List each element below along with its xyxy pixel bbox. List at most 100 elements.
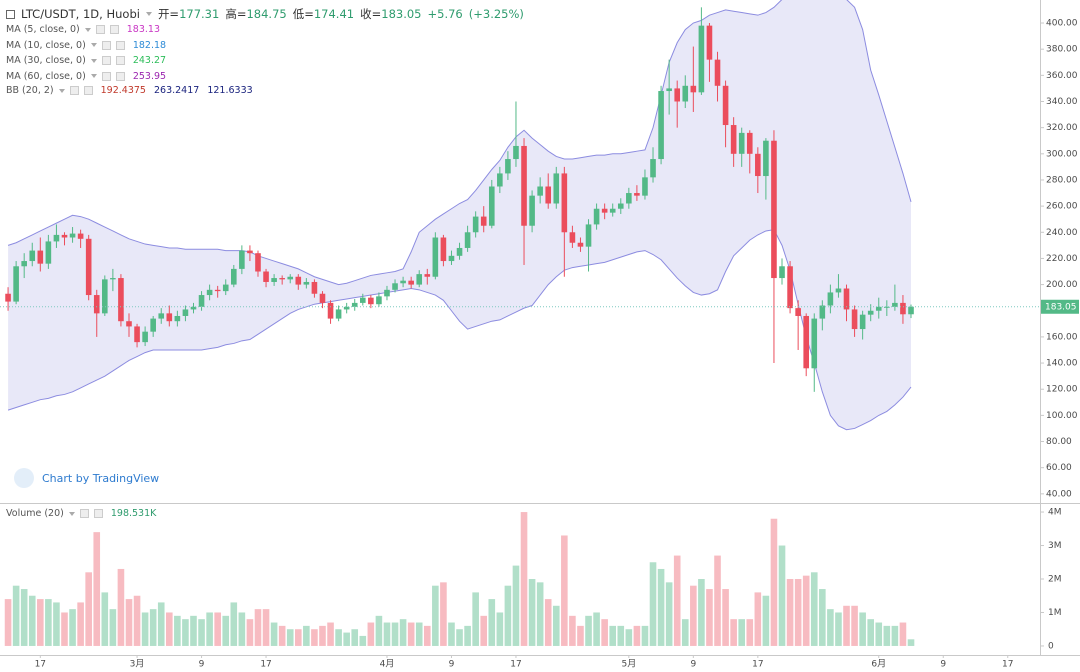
candle-body [617, 203, 624, 209]
candle-body [134, 326, 140, 343]
volume-bar [423, 625, 431, 646]
indicator-name[interactable]: BB (20, 2) [6, 85, 54, 96]
candle-body [706, 25, 713, 60]
symbol-header: LTC/USDT, 1D, Huobi 开=177.31 高=184.75 低=17… [6, 6, 524, 22]
settings-icon[interactable] [101, 40, 111, 50]
volume-bar [520, 512, 528, 646]
volume-bar [238, 612, 246, 646]
indicator-caret[interactable] [58, 88, 65, 93]
volume-bar [617, 625, 625, 646]
symbol[interactable]: LTC/USDT, 1D, Huobi [21, 7, 140, 21]
candle-body [247, 250, 253, 254]
volume-bar [698, 579, 705, 646]
bollinger-upper [7, 0, 912, 286]
candle-body [875, 306, 882, 311]
volume-bar [681, 619, 689, 646]
indicator-caret[interactable] [90, 43, 97, 47]
indicator-legend: MA (5, close, 0) 183.13 [6, 24, 160, 35]
volume-bar [883, 625, 891, 646]
volume-tick-label: 3M [1048, 541, 1062, 551]
candle-body [593, 208, 600, 225]
ohlc-label: 高= [225, 7, 247, 21]
volume-bar [512, 565, 520, 646]
collapse-icon[interactable] [6, 9, 15, 19]
volume-bar [327, 622, 334, 646]
volume-tick-label: 2M [1048, 575, 1062, 585]
candle-body [239, 250, 245, 269]
volume-bar [109, 609, 117, 646]
candle-body [440, 237, 447, 262]
remove-icon[interactable] [109, 25, 119, 34]
candle-body [432, 237, 439, 277]
volume-bar [319, 625, 326, 646]
indicator-caret[interactable] [84, 27, 91, 32]
candle-body [690, 85, 697, 93]
y-tick-label: 120.00 [1046, 385, 1078, 395]
indicator-caret[interactable] [68, 511, 75, 516]
x-tick-label: 9 [199, 660, 205, 670]
volume-bar [593, 612, 600, 646]
watermark-text[interactable]: Chart by TradingView [42, 471, 160, 485]
candle-body [658, 91, 664, 160]
remove-icon[interactable] [93, 509, 103, 518]
indicator-name[interactable]: MA (10, close, 0) [6, 39, 86, 51]
x-tick-label: 17 [35, 660, 46, 670]
indicator-name[interactable]: Volume (20) [6, 508, 64, 519]
volume-bar [448, 622, 455, 646]
indicator-name[interactable]: MA (5, close, 0) [6, 24, 80, 35]
volume-bar [399, 619, 407, 646]
candle-body [513, 145, 519, 160]
remove-icon[interactable] [115, 40, 125, 50]
volume-bar [182, 619, 189, 646]
indicator-value: 121.6333 [207, 85, 253, 96]
indicator-caret[interactable] [90, 74, 97, 78]
indicator-name[interactable]: MA (60, close, 0) [6, 70, 86, 82]
volume-bar [891, 625, 899, 646]
candle-body [29, 250, 36, 262]
volume-bar [383, 622, 391, 646]
settings-icon[interactable] [69, 86, 79, 95]
watermark[interactable]: Chart by TradingView [14, 468, 159, 488]
settings-icon[interactable] [95, 25, 105, 34]
volume-bar [335, 629, 342, 646]
volume-bar [391, 622, 399, 646]
volume-bar [641, 625, 649, 646]
candle-body [464, 232, 471, 248]
candle-body [142, 331, 148, 343]
settings-icon[interactable] [101, 71, 111, 81]
volume-bar [85, 572, 92, 646]
volume-bar [544, 599, 552, 646]
indicator-value: 243.27 [132, 55, 167, 66]
volume-bar [440, 582, 447, 646]
indicator-caret[interactable] [90, 58, 97, 63]
candle-body [521, 145, 527, 226]
volume-bar [859, 612, 866, 646]
candle-body [271, 278, 277, 282]
volume-bar [569, 615, 576, 646]
candle-body [763, 140, 769, 177]
x-tick-label: 5月 [621, 659, 636, 670]
remove-icon[interactable] [115, 71, 125, 81]
volume-bar [464, 625, 471, 646]
y-tick-label: 160.00 [1046, 332, 1078, 342]
candle-body [69, 233, 76, 238]
volume-bar [673, 555, 681, 646]
settings-icon[interactable] [79, 509, 89, 518]
indicator-name[interactable]: MA (30, close, 0) [6, 55, 86, 66]
volume-bar [278, 625, 286, 646]
volume-bar [552, 605, 560, 646]
remove-icon[interactable] [83, 86, 93, 95]
volume-bar [585, 615, 592, 646]
volume-bar [827, 609, 834, 646]
candle-body [529, 195, 535, 226]
remove-icon[interactable] [115, 56, 125, 65]
candle-body [569, 232, 576, 243]
settings-icon[interactable] [101, 56, 111, 65]
symbol-caret[interactable] [145, 12, 152, 16]
volume-bar [93, 532, 101, 646]
candle-body [634, 193, 640, 196]
candle-body [102, 279, 108, 314]
volume-bar [222, 615, 230, 646]
candle-body [803, 315, 810, 369]
volume-bar [528, 579, 536, 646]
